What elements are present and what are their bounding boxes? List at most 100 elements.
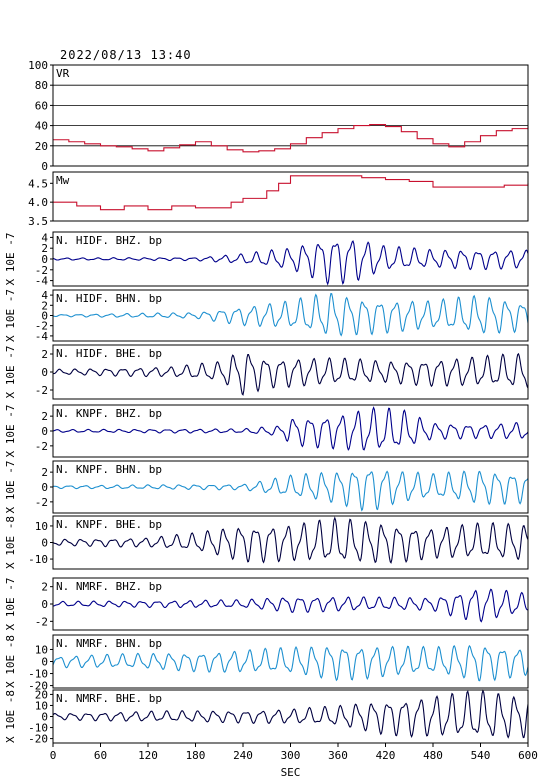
y-tick-label: 4 <box>41 289 48 302</box>
y-tick-label: -2 <box>35 264 48 277</box>
y-tick-label: 4.0 <box>28 196 48 209</box>
y-tick-label: 4.5 <box>28 177 48 190</box>
y-tick-label: 0 <box>41 425 48 438</box>
y-tick-label: 2 <box>41 299 48 312</box>
y-tick-label: -4 <box>35 330 49 343</box>
x-tick-label: 420 <box>376 749 396 762</box>
panel-frame <box>52 404 529 458</box>
y-axis-label: X 10E -7 <box>4 578 17 631</box>
panel-frame <box>52 634 529 689</box>
series-line <box>52 644 529 682</box>
y-tick-label: -20 <box>28 733 48 746</box>
series-line <box>52 470 529 512</box>
x-tick-label: 300 <box>281 749 301 762</box>
series-label: N. NMRF. BHN. bp <box>56 637 162 650</box>
series-label: N. KNPF. BHZ. bp <box>56 407 162 420</box>
series-label: VR <box>56 67 70 80</box>
x-tick-label: 0 <box>50 749 57 762</box>
panel-frame <box>52 460 529 514</box>
y-axis-label: X 10E -8 <box>4 690 17 743</box>
series-label: N. HIDF. BHE. bp <box>56 347 162 360</box>
x-tick-label: 60 <box>94 749 107 762</box>
y-tick-label: 2 <box>41 466 48 479</box>
series-label: N. KNPF. BHN. bp <box>56 463 162 476</box>
y-tick-label: 0 <box>41 366 48 379</box>
y-axis-label: X 10E -7 <box>4 233 17 286</box>
panel-n-nmrf-bhz-bp: -2 0 2 N. NMRF. BHZ. bp X 10E -7 <box>4 577 529 631</box>
x-tick-label: 600 <box>518 749 538 762</box>
y-tick-label: 60 <box>35 99 48 112</box>
y-tick-label: 2 <box>41 581 48 594</box>
y-tick-label: -10 <box>28 722 48 735</box>
x-tick-label: 540 <box>471 749 491 762</box>
y-tick-label: 20 <box>35 688 48 701</box>
series-label: N. KNPF. BHE. bp <box>56 518 162 531</box>
x-tick-label: 120 <box>138 749 158 762</box>
panel-n-knpf-bhe-bp: -10 0 10 N. KNPF. BHE. bp X 10E -8 <box>4 515 529 570</box>
y-tick-label: -20 <box>28 680 48 693</box>
panel-frame <box>52 344 529 400</box>
y-axis-label: X 10E -8 <box>4 516 17 569</box>
series-label: N. NMRF. BHE. bp <box>56 692 162 705</box>
panel-vr: 0 20 40 60 80 100 VR <box>28 59 529 173</box>
x-tick-label: 480 <box>423 749 443 762</box>
y-tick-label: 2 <box>41 410 48 423</box>
y-axis-label: X 10E -7 <box>4 289 17 342</box>
y-tick-label: -2 <box>35 384 48 397</box>
series-line <box>52 689 529 739</box>
series-line <box>52 588 529 623</box>
series-label: Mw <box>56 174 70 187</box>
panel-frame <box>52 171 529 222</box>
y-tick-label: 40 <box>35 120 48 133</box>
x-tick-label: 240 <box>233 749 253 762</box>
series-line <box>52 516 529 564</box>
x-tick-label: 180 <box>186 749 206 762</box>
y-tick-label: 3.5 <box>28 215 48 228</box>
series-label: N. NMRF. BHZ. bp <box>56 580 162 593</box>
series-line <box>53 175 529 211</box>
y-tick-label: -10 <box>28 553 48 566</box>
y-tick-label: 0 <box>41 598 48 611</box>
panel-frame <box>52 231 529 287</box>
y-axis-label: X 10E -7 <box>4 461 17 514</box>
series-label: N. HIDF. BHN. bp <box>56 292 162 305</box>
y-tick-label: -10 <box>28 668 48 681</box>
panel-n-knpf-bhz-bp: -2 0 2 N. KNPF. BHZ. bp X 10E -7 <box>4 404 529 458</box>
series-line <box>53 352 529 396</box>
y-tick-label: -2 <box>35 496 48 509</box>
panel-frame <box>52 515 529 570</box>
x-axis-label: SEC <box>281 766 301 779</box>
y-tick-label: 10 <box>35 520 48 533</box>
panel-mw: 3.5 4.0 4.5 Mw <box>28 171 529 228</box>
y-tick-label: 0 <box>41 537 48 550</box>
series-label: N. HIDF. BHZ. bp <box>56 234 162 247</box>
y-tick-label: 0 <box>41 711 48 724</box>
panel-n-hidf-bhe-bp: -2 0 2 N. HIDF. BHE. bp X 10E -7 <box>4 344 529 400</box>
y-axis-label: X 10E -8 <box>4 635 17 688</box>
y-tick-label: 80 <box>35 79 48 92</box>
panel-frame <box>52 64 529 167</box>
y-tick-label: 0 <box>41 160 48 173</box>
y-tick-label: 4 <box>41 231 48 244</box>
y-tick-label: -2 <box>35 320 48 333</box>
y-tick-label: 0 <box>41 481 48 494</box>
y-tick-label: 20 <box>35 140 48 153</box>
y-tick-label: 0 <box>41 310 48 323</box>
y-tick-label: 0 <box>41 253 48 266</box>
y-tick-label: 2 <box>41 348 48 361</box>
series-line <box>52 292 529 337</box>
x-tick-label: 360 <box>328 749 348 762</box>
figure-title: 2022/08/13 13:40 <box>60 48 192 62</box>
y-tick-label: 10 <box>35 699 48 712</box>
y-tick-label: 2 <box>41 242 48 255</box>
panel-frame <box>52 577 529 631</box>
series-line <box>52 240 529 286</box>
y-tick-label: -2 <box>35 440 48 453</box>
y-tick-label: 100 <box>28 59 48 72</box>
y-tick-label: -2 <box>35 615 48 628</box>
